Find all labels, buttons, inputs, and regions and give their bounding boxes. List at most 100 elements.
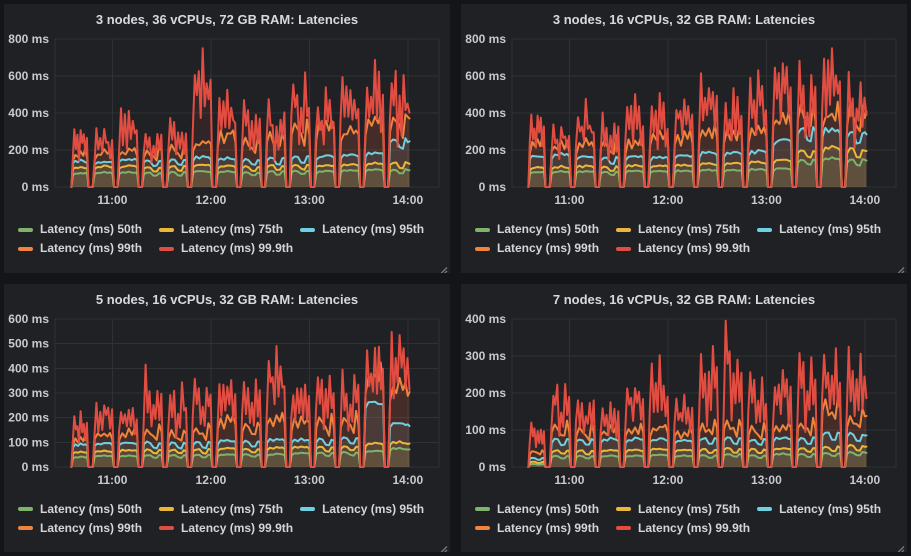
legend-label: Latency (ms) 95th (779, 222, 882, 236)
line-99.9th (70, 330, 411, 468)
legend-label: Latency (ms) 99th (40, 520, 143, 535)
panel-title[interactable]: 5 nodes, 16 vCPUs, 32 GB RAM: Latencies (95, 291, 359, 307)
series-color-dash-icon (159, 227, 175, 232)
x-tick-label: 12:00 (196, 193, 227, 207)
series-lines (70, 47, 411, 188)
series-color-dash-icon (18, 507, 33, 511)
area-99th (528, 101, 867, 187)
y-tick-label: 0 ms (479, 180, 507, 194)
y-tick-label: 400 ms (465, 106, 506, 120)
area-75th (71, 162, 410, 187)
series-color-dash-icon (616, 227, 632, 232)
latency-chart[interactable]: 0 ms 100 ms 200 ms 300 ms 400 ms 11:00 12:00 13… (464, 309, 904, 501)
legend-label: Latency (ms) 75th (638, 501, 741, 516)
latency-chart[interactable]: 0 ms 200 ms 400 ms 600 ms 800 ms 11:00 12:00 13… (7, 29, 447, 221)
series-color-dash-icon (757, 227, 773, 232)
y-tick-label: 0 ms (22, 180, 50, 194)
y-tick-label: 800 ms (8, 32, 49, 46)
legend-item-75th[interactable]: Latency (ms) 75th (616, 222, 740, 237)
latency-chart[interactable]: 0 ms 100 ms 200 ms 300 ms 400 ms 500 ms 600 ms… (7, 309, 447, 501)
y-tick-label: 600 ms (8, 69, 49, 83)
x-tick-label: 13:00 (751, 193, 782, 207)
legend-item-75th[interactable]: Latency (ms) 75th (159, 222, 283, 237)
legend-item-50th[interactable]: Latency (ms) 50th (18, 222, 142, 237)
legend-label: Latency (ms) 50th (497, 501, 600, 516)
legend-item-99th[interactable]: Latency (ms) 99th (18, 241, 142, 256)
series-color-dash-icon (18, 246, 33, 251)
legend-label: Latency (ms) 50th (40, 222, 143, 236)
legend-item-95th[interactable]: Latency (ms) 95th (757, 502, 881, 517)
legend: Latency (ms) 50th Latency (ms) 75th Latenc… (18, 502, 450, 540)
area-50th (71, 447, 410, 467)
y-tick-label: 0 ms (479, 460, 507, 474)
legend-label: Latency (ms) 99th (497, 241, 600, 255)
series-lines (527, 47, 868, 188)
x-tick-label: 13:00 (751, 473, 782, 487)
legend-label: Latency (ms) 75th (638, 222, 741, 236)
legend-item-99.9th[interactable]: Latency (ms) 99.9th (616, 521, 750, 536)
legend-item-99.9th[interactable]: Latency (ms) 99.9th (159, 521, 293, 536)
x-tick-label: 11:00 (554, 473, 584, 487)
resize-grip-icon[interactable] (439, 541, 448, 552)
y-tick-label: 800 ms (465, 32, 506, 46)
legend-item-75th[interactable]: Latency (ms) 75th (159, 502, 283, 517)
series-color-dash-icon (18, 526, 33, 530)
panel-title[interactable]: 3 nodes, 16 vCPUs, 32 GB RAM: Latencies (552, 12, 816, 27)
latency-chart[interactable]: 0 ms 200 ms 400 ms 600 ms 800 ms 11:00 12:00 13… (464, 29, 904, 221)
y-tick-label: 600 ms (465, 69, 506, 83)
panel: 3 nodes, 16 vCPUs, 32 GB RAM: Latencies … (461, 4, 907, 273)
series-color-dash-icon (18, 227, 33, 232)
plot-border (54, 38, 440, 188)
series-lines (527, 319, 868, 468)
series-color-dash-icon (475, 507, 490, 511)
legend-item-95th[interactable]: Latency (ms) 95th (300, 222, 424, 237)
y-tick-label: 100 ms (465, 423, 506, 437)
x-tick-label: 11:00 (97, 473, 127, 487)
series-color-dash-icon (475, 526, 490, 530)
panel-title[interactable]: 7 nodes, 16 vCPUs, 32 GB RAM: Latencies (552, 291, 816, 307)
y-tick-label: 600 ms (8, 312, 49, 326)
legend-item-50th[interactable]: Latency (ms) 50th (475, 502, 599, 517)
y-tick-label: 300 ms (465, 349, 506, 363)
legend-item-99th[interactable]: Latency (ms) 99th (475, 241, 599, 256)
panel: 5 nodes, 16 vCPUs, 32 GB RAM: Latencies … (4, 283, 450, 552)
legend-item-99th[interactable]: Latency (ms) 99th (475, 521, 599, 536)
legend-label: Latency (ms) 99th (40, 241, 143, 255)
legend-item-99.9th[interactable]: Latency (ms) 99.9th (159, 241, 293, 256)
y-tick-label: 100 ms (8, 435, 49, 449)
resize-grip-icon[interactable] (896, 541, 905, 552)
legend-label: Latency (ms) 50th (40, 501, 143, 516)
legend-item-75th[interactable]: Latency (ms) 75th (616, 502, 740, 517)
legend-item-50th[interactable]: Latency (ms) 50th (475, 222, 599, 237)
x-tick-label: 12:00 (653, 193, 684, 207)
legend-item-50th[interactable]: Latency (ms) 50th (18, 502, 142, 517)
area-50th (528, 157, 867, 187)
x-tick-label: 14:00 (392, 473, 423, 487)
area-99.9th (71, 331, 410, 467)
y-tick-label: 400 ms (8, 106, 49, 120)
legend-label: Latency (ms) 95th (322, 222, 425, 236)
series-color-dash-icon (300, 227, 316, 232)
series-color-dash-icon (757, 507, 773, 511)
y-tick-label: 200 ms (8, 143, 49, 157)
x-tick-label: 11:00 (97, 193, 127, 207)
x-tick-label: 11:00 (554, 193, 584, 207)
legend-label: Latency (ms) 50th (497, 222, 600, 236)
legend-item-99.9th[interactable]: Latency (ms) 99.9th (616, 241, 750, 256)
series-color-dash-icon (616, 526, 632, 530)
resize-grip-icon[interactable] (439, 262, 448, 273)
x-tick-label: 14:00 (849, 473, 880, 487)
series-color-dash-icon (616, 246, 632, 251)
legend-label: Latency (ms) 99.9th (638, 520, 751, 535)
legend-item-95th[interactable]: Latency (ms) 95th (757, 222, 881, 237)
legend-item-99th[interactable]: Latency (ms) 99th (18, 521, 142, 536)
line-99.9th (70, 47, 411, 188)
resize-grip-icon[interactable] (896, 262, 905, 273)
y-tick-label: 0 ms (22, 460, 50, 474)
panel: 3 nodes, 36 vCPUs, 72 GB RAM: Latencies … (4, 4, 450, 273)
panel-title[interactable]: 3 nodes, 36 vCPUs, 72 GB RAM: Latencies (95, 12, 359, 27)
legend-item-95th[interactable]: Latency (ms) 95th (300, 502, 424, 517)
legend-label: Latency (ms) 75th (181, 501, 284, 516)
series-color-dash-icon (475, 246, 490, 251)
